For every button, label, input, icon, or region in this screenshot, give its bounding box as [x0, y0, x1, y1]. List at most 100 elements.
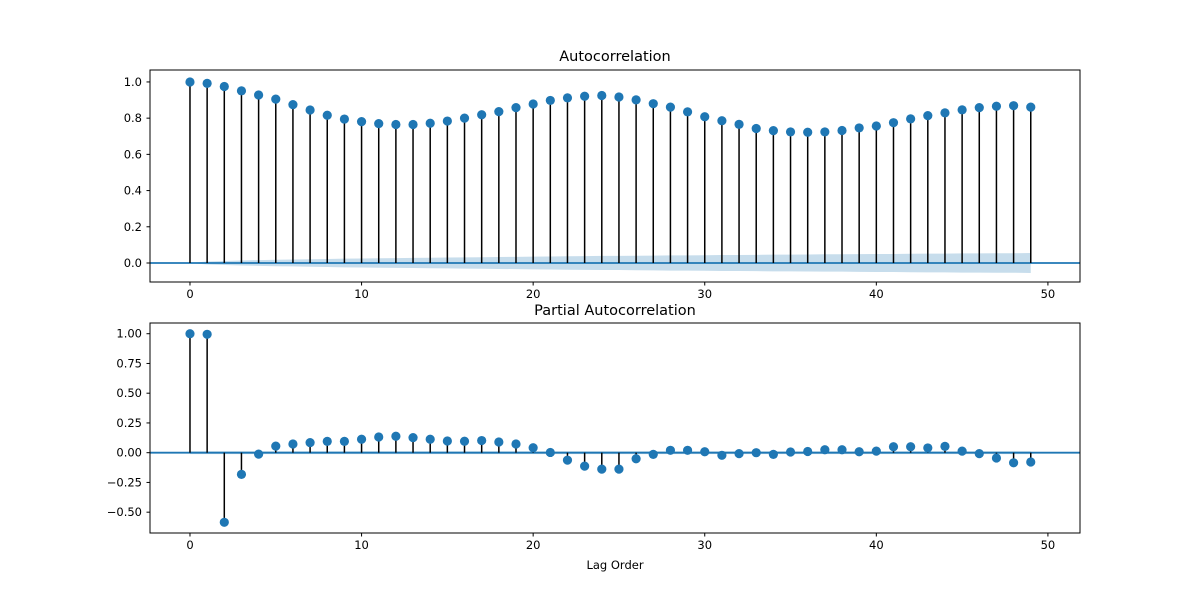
marker-dot — [322, 110, 332, 120]
marker-dot — [785, 127, 796, 137]
x-tick-label: 20 — [526, 538, 541, 552]
stems — [189, 81, 1032, 263]
marker-dot — [408, 119, 418, 130]
marker-dot — [974, 103, 984, 113]
x-tick-label: 0 — [186, 538, 193, 552]
marker-dot — [768, 449, 778, 459]
marker-dot — [854, 123, 864, 133]
marker-dots — [185, 329, 1036, 527]
marker-dot — [717, 116, 727, 126]
y-tick-label: 0.6 — [124, 147, 142, 161]
marker-dot — [1008, 458, 1019, 468]
marker-dot — [477, 110, 487, 120]
marker-dot — [511, 439, 521, 449]
marker-dot — [288, 99, 298, 110]
marker-dot — [700, 112, 710, 122]
marker-dot — [940, 108, 950, 118]
marker-dot — [185, 329, 195, 339]
marker-dot — [494, 437, 504, 447]
marker-dot — [734, 119, 744, 129]
marker-dot — [528, 99, 538, 109]
x-tick-label: 30 — [697, 287, 712, 301]
marker-dot — [236, 469, 247, 479]
marker-dot — [374, 432, 384, 442]
marker-dot — [339, 114, 350, 124]
marker-dot — [271, 441, 281, 451]
x-tick-label: 30 — [697, 538, 712, 552]
marker-dot — [974, 449, 984, 459]
x-axis-label: Lag Order — [586, 558, 644, 572]
y-tick-label: 0.75 — [116, 356, 142, 370]
x-tick-label: 50 — [1041, 538, 1056, 552]
marker-dot — [580, 91, 590, 101]
marker-dot — [682, 107, 693, 117]
marker-dot — [631, 95, 641, 105]
marker-dot — [734, 449, 744, 459]
marker-dot — [923, 443, 933, 453]
marker-dot — [906, 114, 916, 124]
axes-spines — [149, 69, 1081, 283]
y-tick-label: 0.25 — [116, 416, 142, 430]
marker-dot — [1026, 102, 1036, 112]
marker-dot — [305, 437, 315, 448]
marker-dot — [374, 118, 384, 129]
marker-dot — [580, 461, 590, 471]
marker-dot — [459, 113, 470, 123]
marker-dot — [888, 442, 899, 452]
marker-dot — [391, 119, 401, 130]
marker-dot — [614, 92, 624, 102]
y-tick-label: −0.25 — [107, 475, 142, 489]
marker-dot — [837, 125, 847, 136]
marker-dots — [185, 77, 1036, 137]
marker-dot — [991, 453, 1002, 463]
marker-dot — [511, 103, 521, 113]
x-tick-label: 50 — [1041, 287, 1056, 301]
marker-dot — [425, 118, 435, 128]
marker-dot — [597, 90, 607, 101]
marker-dot — [665, 445, 676, 455]
pacf-plot-title: Partial Autocorrelation — [534, 303, 696, 319]
marker-dot — [717, 450, 727, 460]
marker-dot — [957, 446, 967, 456]
marker-dot — [648, 99, 658, 109]
marker-dot — [768, 126, 778, 136]
marker-dot — [803, 446, 813, 457]
marker-dot — [322, 436, 332, 446]
x-tick-label: 40 — [869, 538, 884, 552]
marker-dot — [820, 445, 830, 455]
marker-dot — [442, 436, 452, 446]
x-axis-ticks: 0 10 20 30 40 50 — [186, 533, 1055, 552]
marker-dot — [356, 434, 367, 444]
marker-dot — [442, 116, 452, 126]
marker-dot — [339, 436, 350, 446]
x-axis-ticks: 0 10 20 30 40 50 — [186, 282, 1055, 301]
y-tick-label: 0.0 — [124, 256, 142, 270]
marker-dot — [906, 442, 916, 452]
marker-dot — [888, 118, 899, 128]
acf-plot-title: Autocorrelation — [559, 49, 671, 65]
marker-dot — [562, 93, 573, 103]
stems — [189, 333, 1032, 523]
y-tick-label: 0.8 — [124, 111, 142, 125]
marker-dot — [837, 445, 847, 455]
marker-dot — [425, 434, 435, 444]
marker-dot — [254, 449, 264, 459]
marker-dot — [288, 439, 298, 449]
marker-dot — [700, 447, 710, 457]
x-tick-label: 10 — [354, 538, 369, 552]
marker-dot — [271, 94, 281, 104]
marker-dot — [202, 78, 212, 88]
marker-dot — [991, 101, 1002, 111]
x-tick-label: 20 — [526, 287, 541, 301]
marker-dot — [1026, 457, 1036, 467]
marker-dot — [545, 95, 555, 106]
axes-spines — [149, 322, 1081, 534]
marker-dot — [820, 127, 830, 137]
marker-dot — [871, 446, 881, 456]
y-axis-ticks: 1.0 0.8 0.6 0.4 0.2 0.0 — [124, 75, 150, 270]
marker-dot — [682, 445, 693, 455]
marker-dot — [545, 447, 555, 458]
marker-dot — [614, 464, 624, 474]
marker-dot — [494, 107, 504, 117]
marker-dot — [923, 111, 933, 121]
